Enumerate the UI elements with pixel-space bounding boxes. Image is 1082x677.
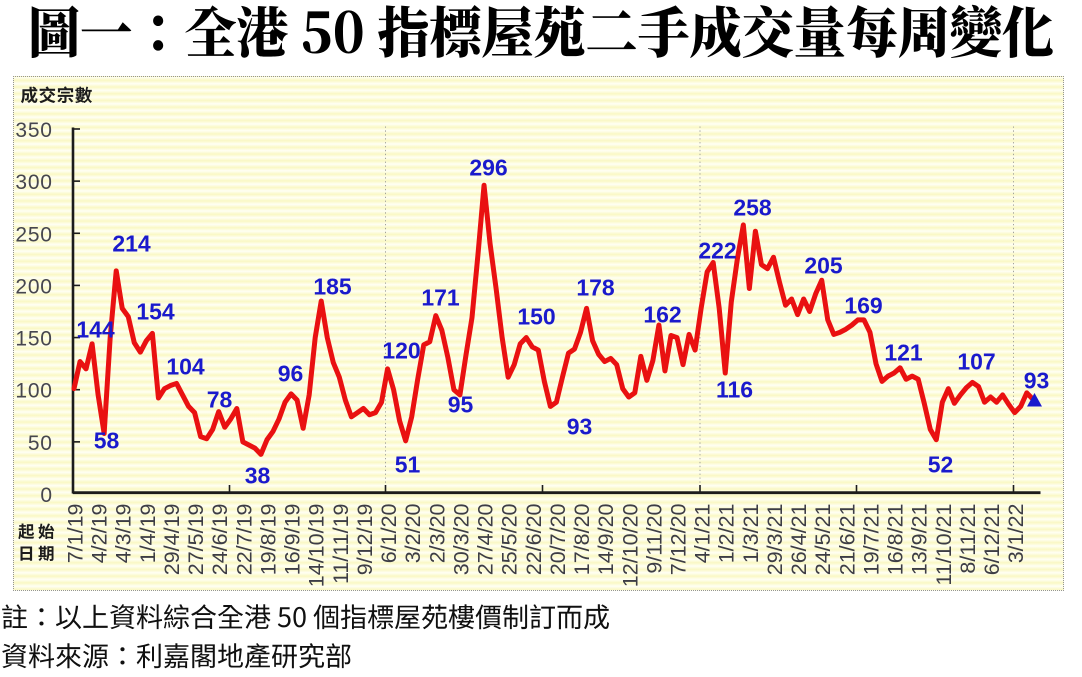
svg-text:78: 78 bbox=[206, 386, 232, 412]
svg-text:169: 169 bbox=[844, 292, 882, 318]
svg-text:185: 185 bbox=[313, 273, 352, 299]
svg-text:14/9/20: 14/9/20 bbox=[594, 503, 618, 575]
svg-text:58: 58 bbox=[93, 427, 119, 453]
svg-text:17/8/20: 17/8/20 bbox=[570, 503, 594, 575]
svg-text:6/12/21: 6/12/21 bbox=[980, 503, 1004, 575]
svg-text:120: 120 bbox=[382, 337, 420, 363]
svg-text:250: 250 bbox=[15, 223, 52, 246]
svg-text:25/5/20: 25/5/20 bbox=[497, 503, 521, 575]
svg-text:178: 178 bbox=[576, 274, 615, 300]
svg-text:171: 171 bbox=[421, 284, 460, 310]
svg-text:29/3/21: 29/3/21 bbox=[762, 503, 786, 575]
svg-text:50: 50 bbox=[27, 431, 52, 454]
svg-text:3/1/22: 3/1/22 bbox=[1004, 503, 1028, 563]
svg-text:205: 205 bbox=[804, 252, 843, 278]
svg-text:8/11/21: 8/11/21 bbox=[955, 503, 979, 573]
svg-text:16/9/19: 16/9/19 bbox=[280, 503, 304, 575]
svg-text:24/5/21: 24/5/21 bbox=[811, 503, 835, 575]
svg-text:26/4/21: 26/4/21 bbox=[787, 503, 811, 575]
svg-text:11/11/19: 11/11/19 bbox=[328, 503, 352, 584]
svg-text:9/11/20: 9/11/20 bbox=[642, 503, 666, 573]
svg-text:38: 38 bbox=[244, 462, 270, 488]
svg-text:4/1/21: 4/1/21 bbox=[690, 503, 714, 563]
svg-text:22/7/19: 22/7/19 bbox=[232, 503, 256, 575]
svg-text:13/9/21: 13/9/21 bbox=[907, 503, 931, 575]
svg-text:12/10/20: 12/10/20 bbox=[618, 503, 642, 587]
svg-text:93: 93 bbox=[566, 413, 592, 439]
svg-text:29/4/19: 29/4/19 bbox=[159, 503, 183, 575]
svg-text:121: 121 bbox=[884, 339, 923, 365]
svg-text:51: 51 bbox=[394, 451, 420, 477]
svg-text:30/3/20: 30/3/20 bbox=[449, 503, 473, 575]
svg-text:7/1/19: 7/1/19 bbox=[63, 503, 87, 563]
svg-text:19/7/21: 19/7/21 bbox=[859, 503, 883, 575]
svg-text:296: 296 bbox=[469, 154, 507, 180]
svg-text:258: 258 bbox=[733, 194, 772, 220]
svg-text:104: 104 bbox=[166, 353, 205, 379]
svg-text:24/6/19: 24/6/19 bbox=[208, 503, 232, 575]
svg-text:27/5/19: 27/5/19 bbox=[184, 503, 208, 575]
svg-text:19/8/19: 19/8/19 bbox=[256, 503, 280, 575]
svg-text:214: 214 bbox=[112, 230, 151, 256]
svg-text:1/3/21: 1/3/21 bbox=[738, 503, 762, 563]
svg-text:52: 52 bbox=[927, 451, 953, 477]
svg-text:22/6/20: 22/6/20 bbox=[521, 503, 545, 575]
svg-text:21/6/21: 21/6/21 bbox=[835, 503, 859, 575]
svg-text:350: 350 bbox=[15, 118, 52, 141]
svg-text:20/7/20: 20/7/20 bbox=[545, 503, 569, 575]
svg-text:116: 116 bbox=[715, 376, 752, 402]
svg-text:93: 93 bbox=[1023, 367, 1049, 393]
svg-text:27/4/20: 27/4/20 bbox=[473, 503, 497, 575]
svg-text:95: 95 bbox=[447, 391, 473, 417]
svg-text:1/4/19: 1/4/19 bbox=[135, 503, 159, 563]
svg-text:9/12/19: 9/12/19 bbox=[352, 503, 376, 575]
svg-text:154: 154 bbox=[136, 298, 175, 324]
svg-text:11/10/21: 11/10/21 bbox=[931, 503, 955, 585]
svg-text:222: 222 bbox=[698, 237, 736, 263]
svg-text:4/3/19: 4/3/19 bbox=[111, 503, 135, 563]
svg-text:0: 0 bbox=[40, 484, 52, 507]
svg-text:7/12/20: 7/12/20 bbox=[666, 503, 690, 575]
svg-text:300: 300 bbox=[15, 171, 52, 194]
svg-text:96: 96 bbox=[277, 360, 303, 386]
svg-text:200: 200 bbox=[15, 275, 52, 298]
svg-text:3/2/20: 3/2/20 bbox=[401, 503, 425, 563]
svg-text:14/10/19: 14/10/19 bbox=[304, 503, 328, 587]
svg-text:2/3/20: 2/3/20 bbox=[425, 503, 449, 563]
svg-text:100: 100 bbox=[15, 379, 52, 402]
svg-text:6/1/20: 6/1/20 bbox=[377, 503, 401, 563]
svg-text:162: 162 bbox=[643, 301, 681, 327]
svg-text:4/2/19: 4/2/19 bbox=[87, 503, 111, 563]
svg-text:144: 144 bbox=[76, 316, 115, 342]
svg-text:150: 150 bbox=[517, 303, 555, 329]
svg-text:16/8/21: 16/8/21 bbox=[883, 503, 907, 575]
svg-text:150: 150 bbox=[15, 327, 52, 350]
svg-text:1/2/21: 1/2/21 bbox=[714, 503, 738, 563]
svg-text:107: 107 bbox=[957, 348, 995, 374]
